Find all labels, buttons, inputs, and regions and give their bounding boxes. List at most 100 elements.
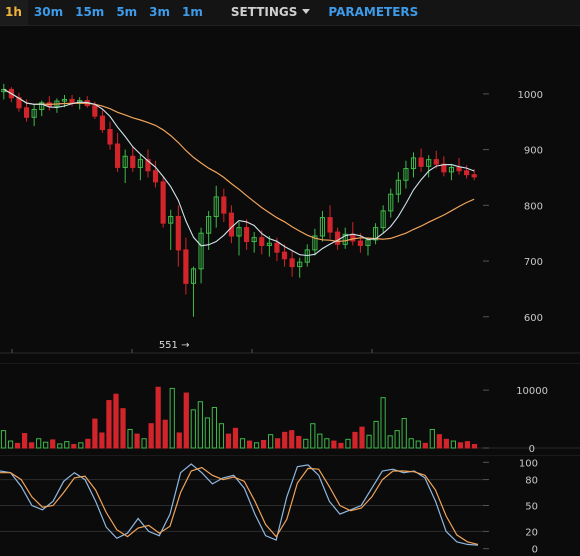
candle-down [130, 155, 136, 168]
stochastic-d-line [0, 466, 479, 545]
volume-bar [239, 438, 246, 449]
candle-up [61, 98, 68, 102]
volume-bar [464, 441, 471, 449]
volume-bar [148, 423, 154, 449]
candle-down [183, 249, 189, 284]
volume-bar [218, 423, 225, 449]
volume-bar [225, 433, 232, 449]
candle-up [266, 242, 272, 246]
volume-bar [50, 439, 56, 449]
candle-down [115, 143, 121, 168]
volume-bar [436, 434, 442, 449]
volume-bar [422, 442, 428, 449]
candle-down [244, 227, 250, 243]
volume-bar [99, 432, 105, 449]
candle-up [31, 108, 37, 118]
volume-bar [71, 444, 77, 449]
timeframe-3m-tab[interactable]: 3m [149, 5, 171, 19]
settings-dropdown[interactable]: SETTINGS [223, 0, 319, 25]
candle-up [39, 102, 45, 110]
volume-bar [106, 400, 112, 449]
volume-bar [113, 393, 119, 449]
volume-bar [204, 417, 210, 449]
volume-chart[interactable]: 0 10000 [0, 363, 580, 453]
volume-bar [141, 438, 147, 449]
volume-bar [282, 431, 288, 449]
fast-moving-average-line [3, 88, 475, 257]
volume-bar [429, 428, 435, 449]
volume-bar [127, 428, 133, 449]
candle-up [319, 217, 326, 237]
volume-bar [57, 443, 63, 449]
volume-bar [366, 434, 372, 449]
volume-bar [246, 440, 253, 449]
volume-axis-label: 10000 [516, 386, 548, 397]
volume-bar [36, 438, 42, 449]
candle-up [122, 155, 128, 168]
timeframe-30m-tab[interactable]: 30m [33, 5, 64, 19]
volume-bar [183, 392, 189, 449]
candle-up [168, 215, 174, 224]
volume-bar [14, 442, 21, 449]
volume-bar [21, 433, 28, 449]
volume-bar [289, 430, 295, 449]
volume-bar [253, 442, 260, 449]
candle-up [198, 232, 204, 270]
price-axis-label: 700 [524, 257, 543, 268]
stochastic-chart[interactable]: 0 20 50 80 100 [0, 455, 580, 556]
candle-down [92, 105, 98, 117]
volume-bar [29, 442, 35, 449]
volume-bar [394, 430, 400, 449]
volume-bar [0, 430, 7, 449]
candle-up [137, 159, 143, 168]
candle-down [464, 170, 470, 176]
candle-down [160, 181, 166, 224]
volume-bar [120, 408, 126, 449]
volume-bar [190, 409, 196, 449]
volume-bar [408, 438, 414, 449]
candle-down [281, 251, 288, 260]
volume-bar [373, 420, 379, 449]
volume-bar [92, 418, 98, 449]
price-chart[interactable]: 600 700 800 900 1000 551 → [0, 25, 580, 355]
volume-bar [380, 397, 386, 449]
stochastic-axis-label: 80 [525, 476, 538, 487]
toolbar: 1h 30m 15m 5m 3m 1m SETTINGS PARAMETERS [0, 0, 580, 26]
parameters-button[interactable]: PARAMETERS [328, 5, 419, 19]
candle-down [69, 98, 75, 104]
volume-bar [450, 440, 457, 449]
volume-bar [260, 439, 267, 449]
candle-up [297, 261, 303, 268]
candle-up [395, 179, 401, 195]
volume-bar [211, 407, 218, 449]
volume-bar [85, 438, 91, 449]
timeframe-1m-tab[interactable]: 1m [182, 5, 203, 19]
volume-bar [324, 438, 330, 449]
candle-down [221, 196, 227, 214]
candle-up [190, 268, 197, 284]
settings-label: SETTINGS [230, 5, 298, 19]
candle-up [388, 193, 394, 212]
timeframe-5m-tab[interactable]: 5m [116, 5, 138, 19]
timeframe-1h-tab[interactable]: 1h [0, 0, 28, 25]
volume-bar [317, 433, 323, 449]
candle-down [471, 174, 477, 178]
volume-bar [197, 401, 203, 449]
candle-up [342, 233, 348, 245]
volume-bar [338, 442, 344, 449]
volume-bar [310, 423, 316, 449]
candle-down [335, 231, 341, 245]
volume-bar [303, 438, 309, 449]
stochastic-axis-label: 100 [519, 458, 538, 469]
timeframe-15m-tab[interactable]: 15m [75, 5, 105, 19]
candle-down [327, 217, 333, 233]
candle-up [448, 166, 455, 173]
stochastic-axis-label: 50 [525, 502, 538, 513]
candle-down [289, 258, 295, 268]
volume-bar [443, 438, 449, 449]
candle-down [274, 242, 280, 253]
stochastic-axis-label: 0 [532, 545, 538, 556]
candle-up [380, 210, 386, 229]
volume-bar [155, 386, 161, 449]
candle-up [206, 215, 212, 234]
